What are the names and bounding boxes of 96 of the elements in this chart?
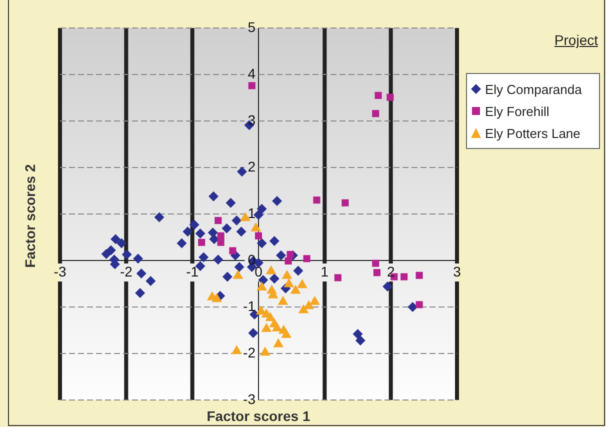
point bbox=[416, 301, 423, 308]
point bbox=[208, 191, 219, 202]
point bbox=[256, 204, 267, 214]
point bbox=[269, 274, 280, 284]
point bbox=[116, 238, 127, 248]
y-tick-label: 4 bbox=[248, 65, 256, 82]
point bbox=[236, 226, 246, 237]
point bbox=[189, 220, 200, 230]
point bbox=[293, 266, 304, 276]
point bbox=[250, 222, 262, 232]
point bbox=[266, 265, 276, 274]
point bbox=[236, 166, 247, 177]
point bbox=[248, 328, 258, 338]
point bbox=[408, 302, 418, 312]
point bbox=[256, 238, 267, 248]
y-tick-label: 2 bbox=[248, 158, 256, 174]
legend-label: Ely Forehill bbox=[485, 104, 550, 118]
x-axis-title: Factor scores 1 bbox=[206, 408, 312, 424]
legend-label: Ely Potters Lane bbox=[485, 126, 580, 140]
point bbox=[372, 260, 380, 267]
point bbox=[222, 272, 232, 282]
point bbox=[212, 293, 222, 302]
point bbox=[298, 304, 309, 314]
point bbox=[208, 228, 218, 238]
point bbox=[313, 196, 320, 204]
point bbox=[229, 247, 236, 254]
point bbox=[176, 238, 187, 248]
point bbox=[226, 198, 236, 208]
point bbox=[334, 274, 342, 282]
x-tick-label: -3 bbox=[54, 263, 66, 280]
point bbox=[232, 216, 242, 226]
point bbox=[373, 269, 380, 276]
point bbox=[304, 300, 314, 310]
point bbox=[276, 250, 286, 260]
point bbox=[355, 335, 366, 346]
point bbox=[217, 238, 224, 246]
point bbox=[342, 199, 349, 206]
point bbox=[135, 288, 146, 298]
point bbox=[296, 279, 308, 288]
point bbox=[182, 226, 193, 237]
point bbox=[198, 252, 209, 262]
legend-label: Ely Comparanda bbox=[485, 82, 582, 96]
legend-title: Project bbox=[554, 32, 598, 48]
point bbox=[133, 254, 144, 264]
x-tick-label: 2 bbox=[386, 263, 395, 280]
point bbox=[269, 236, 280, 246]
point bbox=[260, 346, 270, 356]
point bbox=[282, 270, 292, 279]
y-tick-label: -1 bbox=[243, 298, 256, 314]
point bbox=[303, 255, 310, 262]
point bbox=[256, 281, 268, 290]
y-tick-label: -3 bbox=[243, 390, 256, 407]
point bbox=[352, 328, 363, 339]
point bbox=[281, 328, 292, 338]
x-tick-label: -2 bbox=[120, 263, 133, 280]
point bbox=[154, 212, 164, 222]
point bbox=[231, 345, 242, 354]
point bbox=[232, 270, 244, 279]
y-tick-label: 1 bbox=[248, 204, 256, 221]
point bbox=[198, 238, 206, 246]
point bbox=[136, 268, 146, 279]
point bbox=[372, 110, 380, 118]
point bbox=[254, 232, 262, 240]
point bbox=[214, 216, 222, 224]
point bbox=[146, 276, 156, 286]
point bbox=[310, 296, 320, 305]
point bbox=[248, 82, 256, 90]
point bbox=[234, 262, 244, 272]
x-tick-label: -1 bbox=[186, 263, 199, 280]
point bbox=[284, 278, 294, 288]
x-tick-label: 1 bbox=[320, 263, 329, 280]
point bbox=[272, 322, 282, 332]
x-tick-label: 3 bbox=[453, 263, 462, 280]
point bbox=[290, 284, 301, 294]
point bbox=[213, 254, 224, 265]
point bbox=[217, 232, 224, 240]
y-axis-title: Factor scores 2 bbox=[22, 164, 38, 268]
point bbox=[101, 248, 112, 259]
point bbox=[273, 338, 284, 348]
y-tick-label: 5 bbox=[248, 18, 256, 35]
point bbox=[195, 228, 206, 239]
point bbox=[286, 250, 294, 258]
point bbox=[258, 275, 268, 286]
point bbox=[416, 272, 423, 279]
point bbox=[122, 249, 132, 260]
point bbox=[386, 94, 394, 101]
point bbox=[278, 296, 288, 305]
point bbox=[382, 282, 393, 292]
point bbox=[284, 257, 292, 264]
point bbox=[222, 223, 232, 234]
point bbox=[374, 92, 382, 99]
point bbox=[261, 322, 272, 332]
point bbox=[110, 234, 121, 244]
point bbox=[272, 196, 282, 206]
point bbox=[400, 273, 408, 280]
y-tick-label: -2 bbox=[243, 344, 256, 360]
